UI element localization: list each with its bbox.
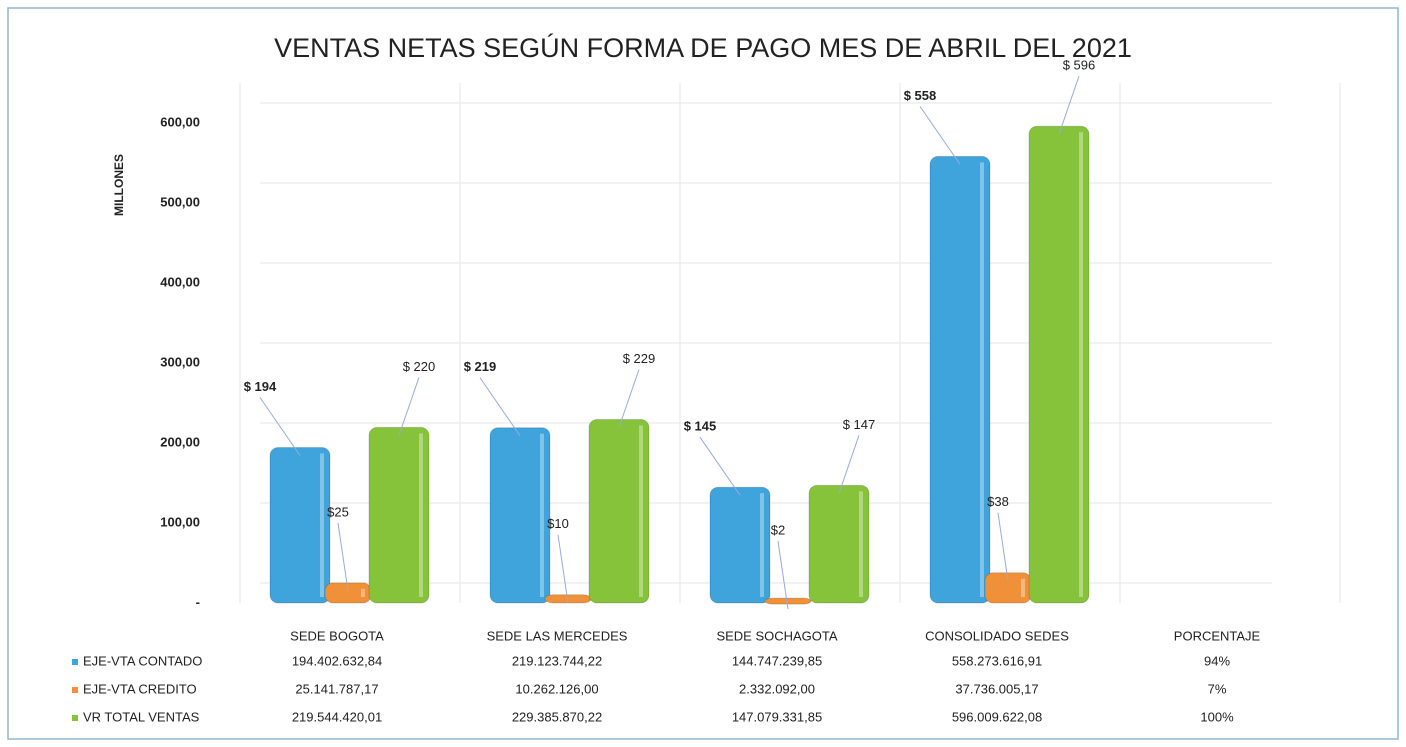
y-axis-title: MILLONES — [112, 154, 126, 216]
x-tick-label: CONSOLIDADO SEDES — [925, 628, 1069, 643]
table-cell: 10.262.126,00 — [515, 681, 598, 696]
bar-highlight — [320, 453, 324, 597]
legend-swatch — [72, 659, 78, 665]
legend-entry: EJE-VTA CONTADO — [83, 653, 202, 668]
table-cell: 25.141.787,17 — [295, 681, 378, 696]
leader-line — [398, 377, 420, 436]
bar — [588, 418, 650, 604]
table-cell: 194.402.632,84 — [292, 653, 382, 668]
table-cell: 596.009.622,08 — [952, 709, 1042, 724]
data-label: $ 220 — [403, 359, 436, 374]
leader-line — [1058, 76, 1080, 135]
y-tick-label: 500,00 — [160, 194, 200, 209]
data-label: $10 — [547, 516, 569, 531]
legend-entry: VR TOTAL VENTAS — [83, 709, 200, 724]
bar-highlight — [639, 425, 643, 597]
y-tick-label: 100,00 — [160, 514, 200, 529]
bar — [1028, 125, 1090, 604]
y-tick-label: 200,00 — [160, 434, 200, 449]
table-cell: 219.544.420,01 — [292, 709, 382, 724]
data-label: $25 — [327, 504, 349, 519]
bar — [929, 155, 991, 604]
leader-line — [259, 397, 301, 456]
legend-swatch — [72, 687, 78, 693]
x-tick-label: SEDE BOGOTA — [290, 628, 384, 643]
table-cell: 100% — [1200, 709, 1234, 724]
leader-line — [997, 512, 1009, 581]
table-cell: 558.273.616,91 — [952, 653, 1042, 668]
y-tick-label: - — [196, 594, 200, 609]
legend-entry: EJE-VTA CREDITO — [83, 681, 197, 696]
data-label: $ 219 — [464, 359, 497, 374]
table-cell: 37.736.005,17 — [955, 681, 1038, 696]
bar — [368, 426, 430, 604]
bar-highlight — [419, 433, 423, 597]
y-tick-label: 300,00 — [160, 354, 200, 369]
table-cell: 2.332.092,00 — [739, 681, 815, 696]
leader-line — [479, 377, 521, 436]
table-cell: 94% — [1204, 653, 1230, 668]
table-header: PORCENTAJE — [1174, 628, 1261, 643]
bar-highlight — [1021, 578, 1025, 597]
data-label: $ 558 — [904, 88, 937, 103]
y-tick-label: 400,00 — [160, 274, 200, 289]
bar-highlight — [361, 588, 365, 597]
leader-line — [337, 522, 349, 591]
bar-highlight — [760, 493, 764, 597]
leader-line — [618, 369, 640, 428]
leader-line — [557, 534, 569, 603]
data-label: $ 194 — [244, 379, 277, 394]
leader-line — [919, 106, 961, 165]
bar-highlight — [1079, 132, 1083, 597]
x-tick-label: SEDE SOCHAGOTA — [716, 628, 837, 643]
data-label: $38 — [987, 494, 1009, 509]
bar-highlight — [980, 162, 984, 597]
bar-highlight — [540, 433, 544, 597]
bar — [269, 446, 331, 604]
x-tick-label: SEDE LAS MERCEDES — [487, 628, 628, 643]
bar — [764, 597, 812, 605]
chart-title: VENTAS NETAS SEGÚN FORMA DE PAGO MES DE … — [274, 32, 1132, 63]
legend-swatch — [72, 715, 78, 721]
leader-line — [838, 435, 860, 494]
leader-line — [699, 436, 741, 496]
table-cell: 229.385.870,22 — [512, 709, 602, 724]
table-cell: 7% — [1208, 681, 1227, 696]
bar — [808, 484, 870, 604]
table-cell: 144.747.239,85 — [732, 653, 822, 668]
table-cell: 219.123.744,22 — [512, 653, 602, 668]
bar — [709, 486, 771, 604]
data-label: $ 229 — [623, 351, 656, 366]
y-tick-label: 600,00 — [160, 114, 200, 129]
bar — [489, 427, 551, 604]
data-label: $ 145 — [684, 419, 717, 434]
table-cell: 147.079.331,85 — [732, 709, 822, 724]
bar-highlight — [859, 491, 863, 597]
data-label: $ 596 — [1063, 58, 1096, 73]
leader-line — [777, 541, 789, 610]
data-label: $2 — [771, 523, 785, 538]
data-label: $ 147 — [843, 417, 876, 432]
